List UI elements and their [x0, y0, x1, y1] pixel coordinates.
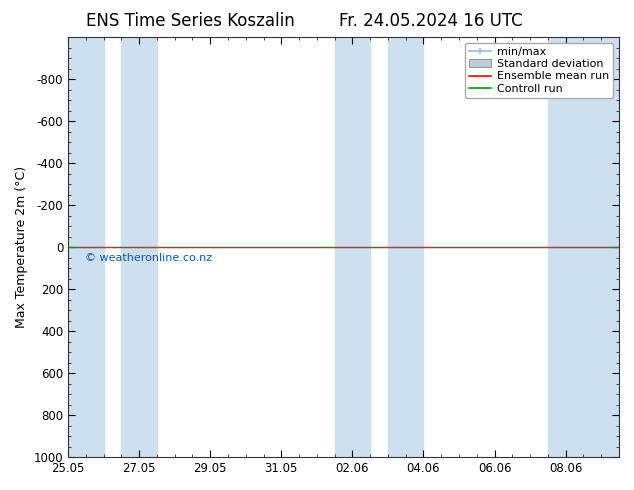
- Text: Fr. 24.05.2024 16 UTC: Fr. 24.05.2024 16 UTC: [339, 12, 523, 30]
- Text: ENS Time Series Koszalin: ENS Time Series Koszalin: [86, 12, 295, 30]
- Bar: [548, 37, 619, 457]
- Bar: [388, 37, 424, 457]
- Y-axis label: Max Temperature 2m (°C): Max Temperature 2m (°C): [15, 166, 28, 328]
- Bar: [121, 37, 157, 457]
- Legend: min/max, Standard deviation, Ensemble mean run, Controll run: min/max, Standard deviation, Ensemble me…: [465, 43, 614, 98]
- Text: © weatheronline.co.nz: © weatheronline.co.nz: [84, 253, 212, 264]
- Bar: [335, 37, 370, 457]
- Bar: [68, 37, 103, 457]
